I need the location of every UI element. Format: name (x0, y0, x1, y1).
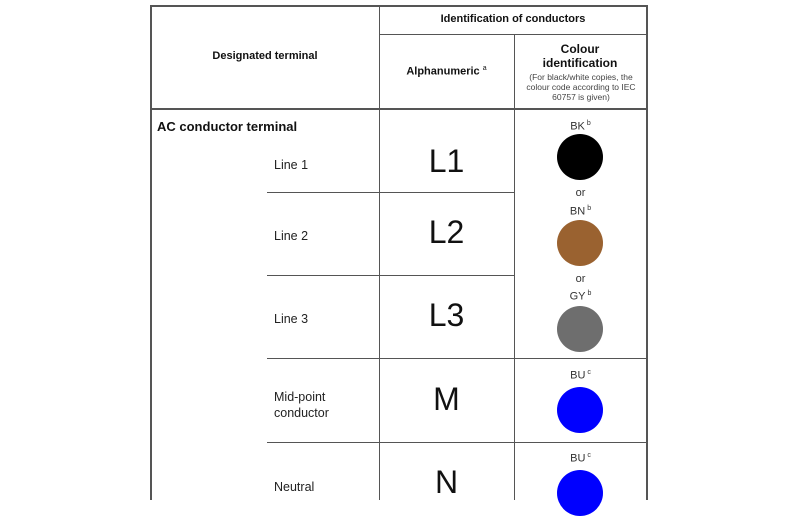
row-alpha-m: M (433, 381, 460, 417)
code-text: GY (569, 290, 586, 303)
divider (267, 442, 647, 443)
row-alpha-l3: L3 (428, 297, 465, 333)
divider (267, 358, 647, 359)
code-text: BU (570, 452, 586, 465)
row-alpha-n: N (434, 464, 459, 500)
footnote-marker: c (587, 452, 591, 459)
colour-code-bu-neutral: BU c (514, 452, 647, 465)
footnote-marker: a (482, 65, 487, 72)
divider (379, 5, 380, 500)
row-name-mid-point: Mid-point conductor (274, 390, 329, 420)
header-alphanumeric: Alphanumeric a (379, 65, 514, 78)
row-name-neutral: Neutral (274, 480, 315, 494)
code-text: BU (570, 369, 586, 382)
or-label: or (575, 187, 586, 199)
colour-dot-grey (557, 306, 603, 352)
divider (267, 275, 514, 276)
footnote-marker: b (586, 120, 591, 127)
divider (267, 192, 514, 193)
divider (514, 34, 515, 500)
row-name-line-3: Line 3 (274, 312, 309, 326)
colour-code-bn: BN b (514, 205, 647, 218)
table-border-right (646, 5, 648, 500)
divider (379, 34, 647, 35)
header-colour-note: (For black/white copies, the colour code… (526, 72, 636, 102)
footnote-marker: c (587, 369, 591, 376)
footnote-marker: b (587, 205, 592, 212)
row-alpha-l2: L2 (428, 214, 465, 250)
row-alpha-l1: L1 (428, 143, 465, 179)
colour-dot-blue (557, 387, 603, 433)
header-designated-terminal: Designated terminal (212, 50, 318, 62)
header-bottom (151, 108, 647, 110)
colour-dot-black (557, 134, 603, 180)
code-text: BK (570, 120, 585, 133)
footnote-marker: b (587, 290, 592, 297)
code-text: BN (569, 205, 586, 218)
row-name-line-2: Line 2 (274, 229, 309, 243)
alphanumeric-label: Alphanumeric (406, 65, 480, 78)
table-border-left (150, 5, 152, 500)
section-title: AC conductor terminal (157, 119, 298, 134)
colour-code-bk: BK b (514, 120, 647, 133)
header-colour: Colour identification (542, 42, 618, 70)
colour-dot-brown (557, 220, 603, 266)
row-name-line-1: Line 1 (274, 158, 309, 172)
colour-code-bu-mid: BU c (514, 369, 647, 382)
or-label: or (575, 273, 586, 285)
colour-code-gy: GY b (514, 290, 647, 303)
header-identification: Identification of conductors (440, 13, 586, 25)
colour-dot-blue (557, 470, 603, 516)
table-border-top (151, 5, 648, 7)
